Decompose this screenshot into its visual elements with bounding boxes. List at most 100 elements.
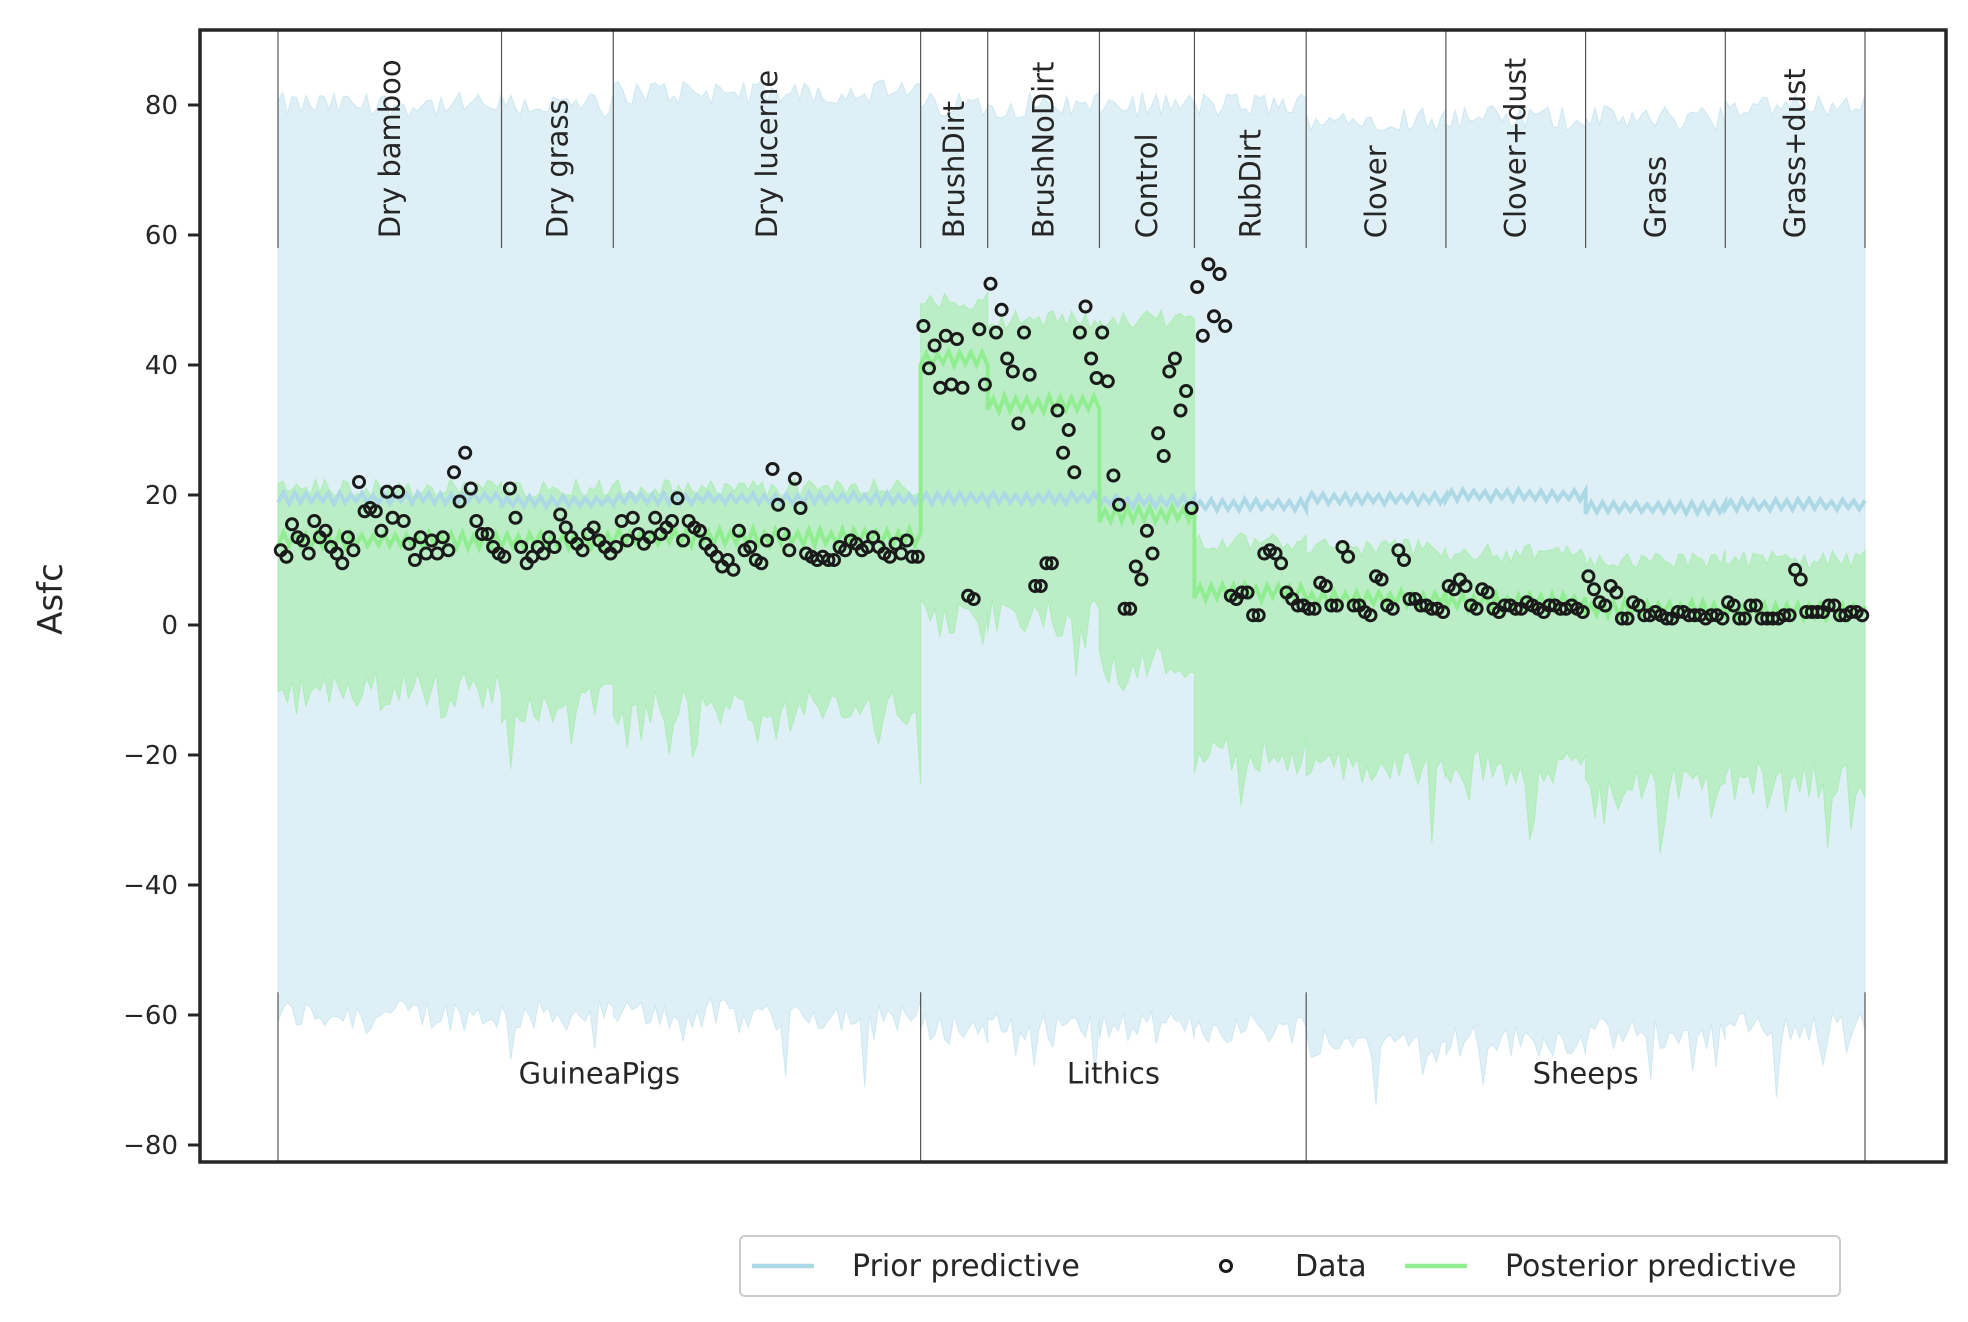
category-label: Grass+dust: [1778, 68, 1812, 238]
data-point: [1145, 546, 1160, 561]
mean-lines-layer: [276, 346, 1867, 626]
data-point: [771, 497, 786, 512]
data-point: [838, 543, 853, 558]
data-point: [726, 562, 741, 577]
data-point: [458, 445, 473, 460]
data-point: [927, 338, 942, 353]
data-point: [1195, 328, 1210, 343]
group-label: Sheeps: [1533, 1057, 1639, 1091]
data-point: [1212, 267, 1227, 281]
data-point: [866, 530, 881, 545]
data-point: [1726, 598, 1741, 613]
data-point: [1151, 426, 1166, 441]
data-point: [1659, 611, 1674, 626]
data-point: [1743, 598, 1758, 613]
data-point: [1732, 611, 1747, 626]
data-point: [463, 481, 478, 496]
data-point: [1061, 423, 1076, 437]
data-point: [1397, 553, 1411, 567]
data-point: [760, 533, 774, 548]
data-point: [905, 549, 920, 564]
data-point: [1218, 319, 1233, 333]
legend-label: Prior predictive: [852, 1249, 1080, 1284]
data-point: [1106, 468, 1121, 483]
data-point: [692, 523, 707, 538]
data-point: [949, 332, 964, 346]
data-point: [1307, 601, 1322, 616]
data-point: [977, 377, 992, 392]
data-point: [676, 533, 691, 548]
data-point: [609, 540, 624, 554]
data-point: [1240, 585, 1255, 600]
data-point: [1050, 403, 1065, 418]
bands-layer: [277, 78, 1866, 1106]
data-point: [754, 556, 769, 571]
data-point: [1620, 611, 1635, 626]
data-point: [480, 527, 495, 541]
data-point: [497, 549, 512, 564]
data-point: [1575, 605, 1590, 619]
data-point: [307, 514, 322, 528]
legend-circle-swatch: [1219, 1259, 1233, 1273]
y-tick-label: 40: [145, 351, 178, 381]
data-point: [1246, 608, 1261, 623]
data-point: [547, 540, 562, 554]
data-point: [922, 361, 936, 376]
data-point: [765, 462, 780, 476]
data-point: [1341, 549, 1356, 564]
data-point: [1402, 592, 1417, 606]
data-point: [1363, 608, 1378, 623]
data-point: [983, 276, 998, 291]
y-tick-label: 60: [145, 221, 178, 251]
data-point: [1302, 601, 1316, 616]
data-point: [475, 527, 489, 541]
y-tick-label: −60: [123, 1001, 178, 1031]
data-point: [1777, 608, 1791, 623]
data-point: [989, 325, 1004, 340]
data-point: [335, 556, 350, 571]
data-point: [1039, 556, 1054, 571]
data-point: [620, 533, 635, 548]
data-point: [536, 546, 551, 561]
data-point: [1251, 608, 1266, 623]
data-point: [994, 302, 1009, 317]
y-tick-label: 0: [161, 611, 178, 641]
data-point: [1139, 523, 1154, 538]
data-point: [575, 543, 590, 558]
data-point: [1207, 309, 1221, 324]
data-point: [899, 533, 914, 548]
data-point: [352, 475, 366, 489]
data-point: [502, 481, 517, 496]
data-point: [318, 523, 333, 538]
data-point: [301, 546, 316, 561]
legend-label: Posterior predictive: [1505, 1249, 1796, 1284]
data-point: [402, 536, 417, 551]
data-point: [648, 510, 663, 525]
category-label: BrushNoDirt: [1027, 61, 1061, 238]
data-point: [1810, 605, 1825, 619]
data-point: [296, 533, 311, 548]
data-point: [1201, 257, 1216, 272]
prior-predictive-line: [276, 483, 1867, 518]
data-point: [1011, 416, 1026, 431]
data-point: [1480, 585, 1495, 600]
y-tick-label: 20: [145, 481, 178, 511]
data-point: [586, 520, 601, 535]
data-point: [346, 543, 361, 558]
data-point: [514, 540, 529, 554]
category-label: RubDirt: [1233, 129, 1267, 238]
data-point: [1005, 364, 1020, 379]
data-point: [285, 517, 299, 532]
data-point: [1072, 325, 1087, 340]
data-point: [553, 507, 568, 522]
data-point: [1123, 601, 1138, 616]
separators-layer: [277, 30, 1866, 1162]
data-point: [1335, 540, 1350, 554]
legend-box: [739, 1235, 1841, 1297]
data-points-layer: [273, 257, 1870, 626]
data-point: [1821, 598, 1836, 613]
data-point: [1117, 601, 1132, 616]
data-point: [1855, 608, 1870, 623]
data-point: [625, 510, 640, 525]
